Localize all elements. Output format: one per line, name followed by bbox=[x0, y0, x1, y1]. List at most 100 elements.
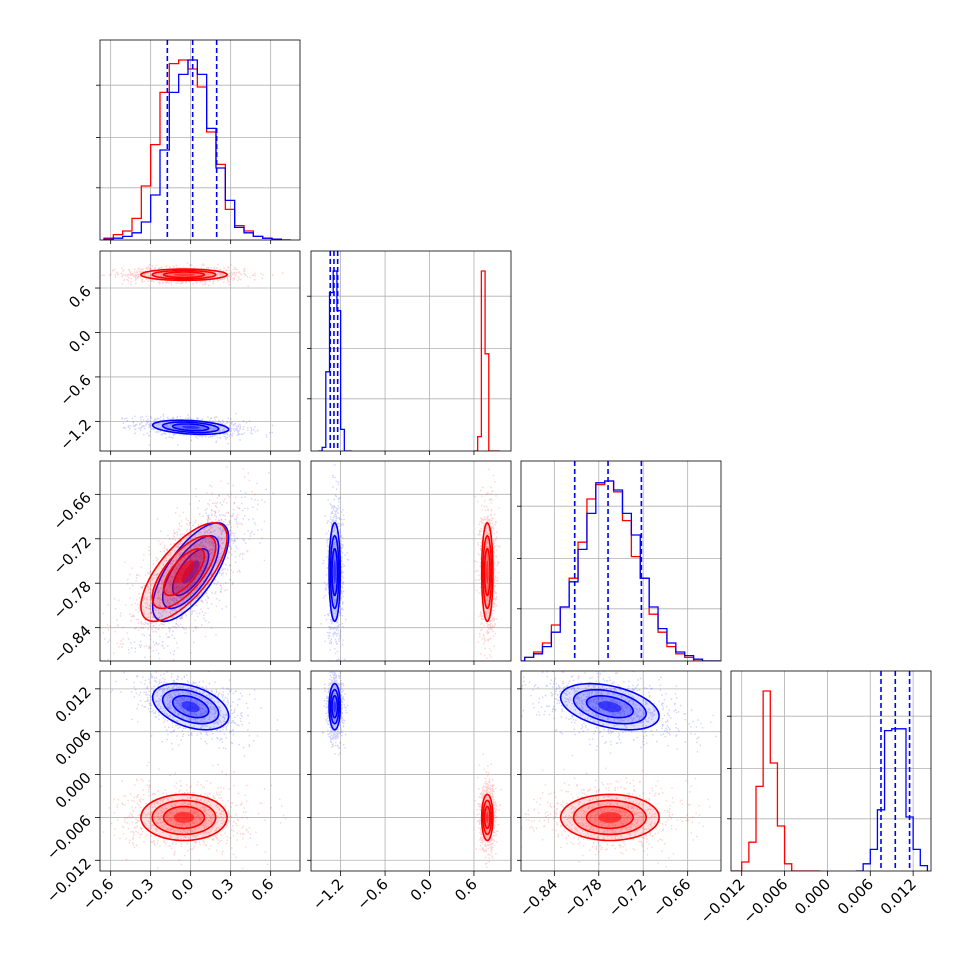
y-tick-label: 0.006 bbox=[52, 726, 95, 769]
panel-frame bbox=[99, 39, 301, 241]
red-density bbox=[100, 468, 266, 661]
y-tick-label: −0.78 bbox=[50, 577, 95, 622]
blue-density-fill bbox=[333, 701, 336, 713]
y-tick-label: −0.006 bbox=[43, 812, 95, 864]
panel-content bbox=[100, 671, 300, 871]
blue-histogram bbox=[318, 270, 352, 451]
x-tick-label: 0.006 bbox=[834, 875, 877, 918]
hist-panel-2 bbox=[517, 460, 722, 662]
red-contour bbox=[162, 805, 206, 830]
red-contour bbox=[151, 799, 217, 836]
red-contour bbox=[151, 534, 217, 610]
hist-panel-1 bbox=[307, 250, 512, 452]
blue-contour bbox=[559, 682, 660, 731]
blue-contour bbox=[328, 522, 342, 623]
hist-panel-0 bbox=[96, 39, 301, 241]
red-density-fill bbox=[173, 560, 195, 584]
blue-density-fill bbox=[333, 560, 336, 584]
blue-contour bbox=[151, 682, 230, 731]
red-density bbox=[474, 468, 501, 659]
x-tick-label: −0.6 bbox=[353, 875, 391, 913]
red-density bbox=[100, 761, 287, 871]
red-histogram bbox=[521, 480, 721, 661]
y-tick-label: −0.84 bbox=[50, 622, 95, 667]
red-histogram bbox=[103, 59, 291, 240]
red-contour bbox=[482, 534, 493, 610]
red-density-fill bbox=[173, 273, 195, 276]
scatter-panel-3-1 bbox=[310, 670, 512, 872]
x-tick-label: −1.2 bbox=[309, 875, 347, 913]
red-contour bbox=[140, 522, 228, 623]
red-density-fill bbox=[598, 812, 622, 823]
y-tick-label: 0.000 bbox=[52, 769, 95, 812]
blue-histogram bbox=[856, 728, 929, 871]
red-density-fill bbox=[486, 812, 489, 823]
panel-frame bbox=[310, 460, 512, 662]
panel-frame bbox=[310, 670, 512, 872]
blue-contour bbox=[161, 534, 220, 610]
panel-frame bbox=[99, 460, 301, 662]
panel-frame bbox=[99, 670, 301, 872]
x-tick-label: 0.3 bbox=[208, 875, 238, 905]
x-tick-label: −0.66 bbox=[649, 875, 694, 920]
panel-frame bbox=[520, 460, 722, 662]
panel-content bbox=[311, 251, 511, 451]
blue-density-fill bbox=[181, 701, 200, 713]
panel-content bbox=[521, 461, 721, 661]
x-tick-label: 0.0 bbox=[168, 875, 198, 905]
blue-contour bbox=[329, 688, 340, 725]
red-contour bbox=[559, 793, 660, 842]
blue-density-fill bbox=[181, 425, 200, 429]
panel-content bbox=[311, 671, 511, 871]
y-tick-label: −1.2 bbox=[56, 415, 94, 453]
blue-contour bbox=[171, 423, 210, 432]
scatter-panel-2-0 bbox=[99, 460, 301, 662]
red-contour bbox=[140, 268, 228, 282]
panel-content bbox=[731, 671, 931, 871]
x-tick-label: −0.012 bbox=[697, 875, 749, 927]
red-histogram bbox=[473, 270, 500, 451]
red-contour bbox=[585, 805, 635, 830]
x-tick-label: −0.84 bbox=[516, 875, 561, 920]
red-contour bbox=[480, 522, 494, 623]
scatter-panel-3-0 bbox=[99, 670, 301, 872]
x-tick-label: 0.6 bbox=[451, 875, 481, 905]
blue-histogram bbox=[103, 59, 291, 240]
blue-density bbox=[110, 671, 279, 766]
red-contour bbox=[482, 799, 493, 836]
x-tick-label: 0.6 bbox=[248, 875, 278, 905]
scatter-panel-1-0 bbox=[99, 250, 301, 452]
red-density bbox=[474, 753, 502, 868]
blue-contour bbox=[331, 695, 339, 719]
panel-frame bbox=[99, 250, 301, 452]
blue-density bbox=[321, 671, 349, 756]
x-tick-label: −0.72 bbox=[605, 875, 650, 920]
scatter-panel-2-1 bbox=[310, 460, 512, 662]
red-density-fill bbox=[486, 560, 489, 584]
panel-content bbox=[100, 461, 300, 661]
x-tick-label: 0.000 bbox=[791, 875, 834, 918]
panel-frame bbox=[520, 670, 722, 872]
blue-contour bbox=[161, 688, 220, 725]
red-contour bbox=[162, 547, 206, 597]
x-tick-label: −0.6 bbox=[79, 875, 117, 913]
blue-density-fill bbox=[598, 701, 622, 713]
x-tick-label: −0.3 bbox=[119, 875, 157, 913]
red-contour bbox=[483, 547, 491, 597]
blue-contour bbox=[151, 522, 230, 623]
red-density-fill bbox=[173, 812, 195, 823]
red-contour bbox=[480, 793, 494, 842]
red-density bbox=[521, 767, 711, 868]
panel-content bbox=[311, 461, 511, 661]
red-contour bbox=[151, 269, 217, 280]
red-contour bbox=[140, 793, 228, 842]
blue-density bbox=[121, 412, 274, 446]
blue-contour bbox=[171, 695, 210, 719]
y-tick-label: 0.0 bbox=[65, 327, 95, 357]
red-contour bbox=[572, 799, 648, 836]
panel-frame bbox=[730, 670, 932, 872]
y-tick-label: 0.012 bbox=[52, 683, 95, 726]
hist-panel-3 bbox=[727, 670, 932, 872]
y-tick-label: −0.66 bbox=[50, 488, 95, 533]
red-density bbox=[100, 262, 284, 287]
